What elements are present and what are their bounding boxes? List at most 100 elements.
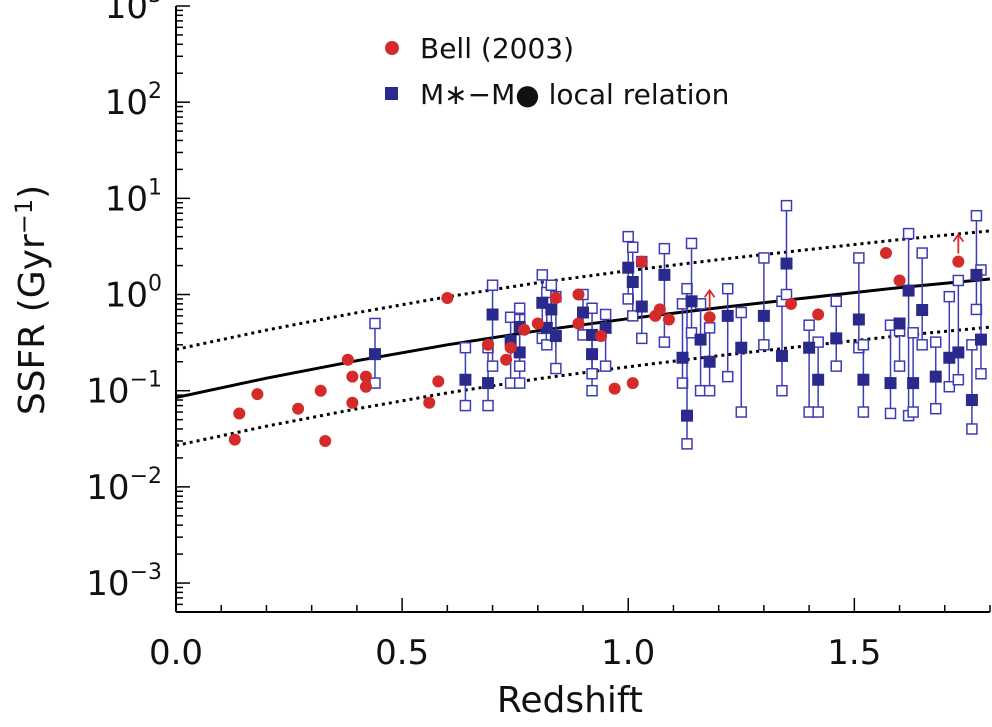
error-bar-open-square — [586, 368, 598, 380]
y-tick-base: 10 — [105, 179, 148, 219]
error-bar-open-square — [966, 423, 978, 435]
error-bar-open-square — [658, 242, 671, 255]
bell-point — [423, 396, 436, 409]
local-relation-point — [721, 309, 734, 322]
error-bar-open-square — [545, 279, 558, 291]
error-bar-open-square — [970, 209, 983, 222]
bell-point — [359, 370, 372, 383]
legend: Bell (2003) M∗−M● local relation — [385, 32, 729, 111]
error-bar-open-square — [853, 252, 865, 264]
y-tick-exponent: −1 — [130, 368, 162, 393]
error-bar-open-square — [943, 290, 956, 303]
error-bar-open-square — [902, 227, 915, 240]
axes: 0.00.51.01.510−310−210−1100101102103 — [86, 0, 991, 673]
local-relation-point — [893, 317, 906, 330]
bell-point — [595, 330, 608, 343]
lower-limit-arrowhead — [703, 288, 716, 298]
error-bar-open-square — [758, 339, 770, 351]
error-bar-open-square — [857, 339, 870, 351]
error-bar-open-square — [857, 406, 870, 418]
local-relation-point — [943, 351, 956, 364]
x-tick-label: 0.5 — [375, 633, 429, 673]
error-bar-open-square — [929, 336, 942, 348]
error-bar-open-square — [459, 399, 472, 412]
local-relation-point — [952, 346, 965, 359]
local-relation-point — [513, 346, 526, 359]
y-tick-exponent: 3 — [148, 0, 162, 8]
local-relation-point — [459, 373, 472, 386]
error-bar-open-square — [758, 252, 770, 264]
error-bar-open-square — [884, 407, 897, 420]
local-relation-point — [830, 332, 843, 345]
local-relation-point — [482, 377, 495, 390]
local-relation-point — [857, 373, 870, 386]
bell-point — [785, 297, 798, 310]
error-bar-open-square — [735, 406, 748, 418]
local-relation-point — [694, 333, 707, 346]
bell-point — [572, 288, 585, 301]
error-bar-open-square — [685, 327, 698, 339]
x-tick-label: 0.0 — [149, 633, 203, 673]
relation-upper-dotted — [176, 229, 990, 351]
y-tick-base: 10 — [86, 468, 129, 508]
local-relation-point — [852, 313, 865, 326]
local-relation-point — [735, 341, 748, 354]
error-bar-open-square — [626, 241, 639, 254]
local-relation-point — [536, 296, 549, 309]
local-relation-point — [681, 409, 694, 422]
y-tick-exponent: 1 — [148, 175, 162, 200]
error-bar-open-square — [907, 327, 919, 339]
error-bar-open-square — [776, 384, 788, 397]
bell-point — [251, 388, 264, 401]
error-bar-open-square — [486, 360, 499, 372]
y-tick-base: 10 — [105, 0, 148, 27]
error-bar-open-square — [916, 247, 928, 259]
bell-point — [626, 377, 639, 390]
error-bar-open-square — [622, 230, 634, 243]
local-relation-point — [586, 328, 599, 341]
local-relation-point — [545, 303, 558, 316]
error-bar-open-square — [735, 306, 748, 319]
bell-point — [441, 292, 454, 305]
plot-area — [176, 199, 990, 450]
local-relation-point — [635, 300, 648, 313]
bell-point — [518, 323, 531, 336]
y-axis-title-exponent: −1 — [10, 199, 38, 234]
error-bar-open-square — [513, 360, 526, 372]
error-bar-open-square — [599, 360, 612, 372]
local-relation-point — [540, 321, 553, 334]
local-relation-point — [622, 261, 635, 274]
x-tick-label: 1.0 — [601, 633, 655, 673]
error-bar-open-square — [780, 288, 793, 301]
legend-bell-marker — [385, 41, 399, 55]
x-axis-title: Redshift — [497, 680, 643, 721]
local-relation-point — [577, 306, 589, 319]
relation-lower-dotted — [176, 325, 990, 447]
y-tick-label: 101 — [105, 175, 162, 219]
bell-point — [812, 308, 825, 321]
bell-point — [341, 353, 354, 366]
local-relation-point — [504, 334, 517, 347]
bell-point — [292, 402, 305, 415]
local-relation-point — [907, 377, 920, 390]
error-bar-open-square — [459, 341, 472, 354]
error-bar-open-square — [952, 274, 965, 287]
local-relation-point — [658, 268, 671, 281]
local-relation-point — [916, 304, 929, 317]
error-bar-open-square — [830, 295, 842, 308]
error-bar-open-square — [685, 237, 698, 250]
bell-point — [233, 407, 246, 420]
bell-point — [228, 433, 241, 446]
y-tick-base: 10 — [86, 564, 129, 604]
error-bar-open-square — [970, 303, 983, 316]
local-relation-point — [549, 330, 562, 343]
y-tick-label: 100 — [105, 272, 162, 316]
local-relation-point — [703, 355, 716, 368]
legend-local-relation-marker — [385, 87, 398, 100]
local-relation-point — [775, 349, 788, 362]
error-bar-open-square — [482, 399, 494, 412]
bell-point — [608, 382, 621, 395]
local-relation-point — [902, 284, 915, 297]
bell-point — [662, 313, 675, 326]
error-bar-open-square — [943, 380, 956, 393]
